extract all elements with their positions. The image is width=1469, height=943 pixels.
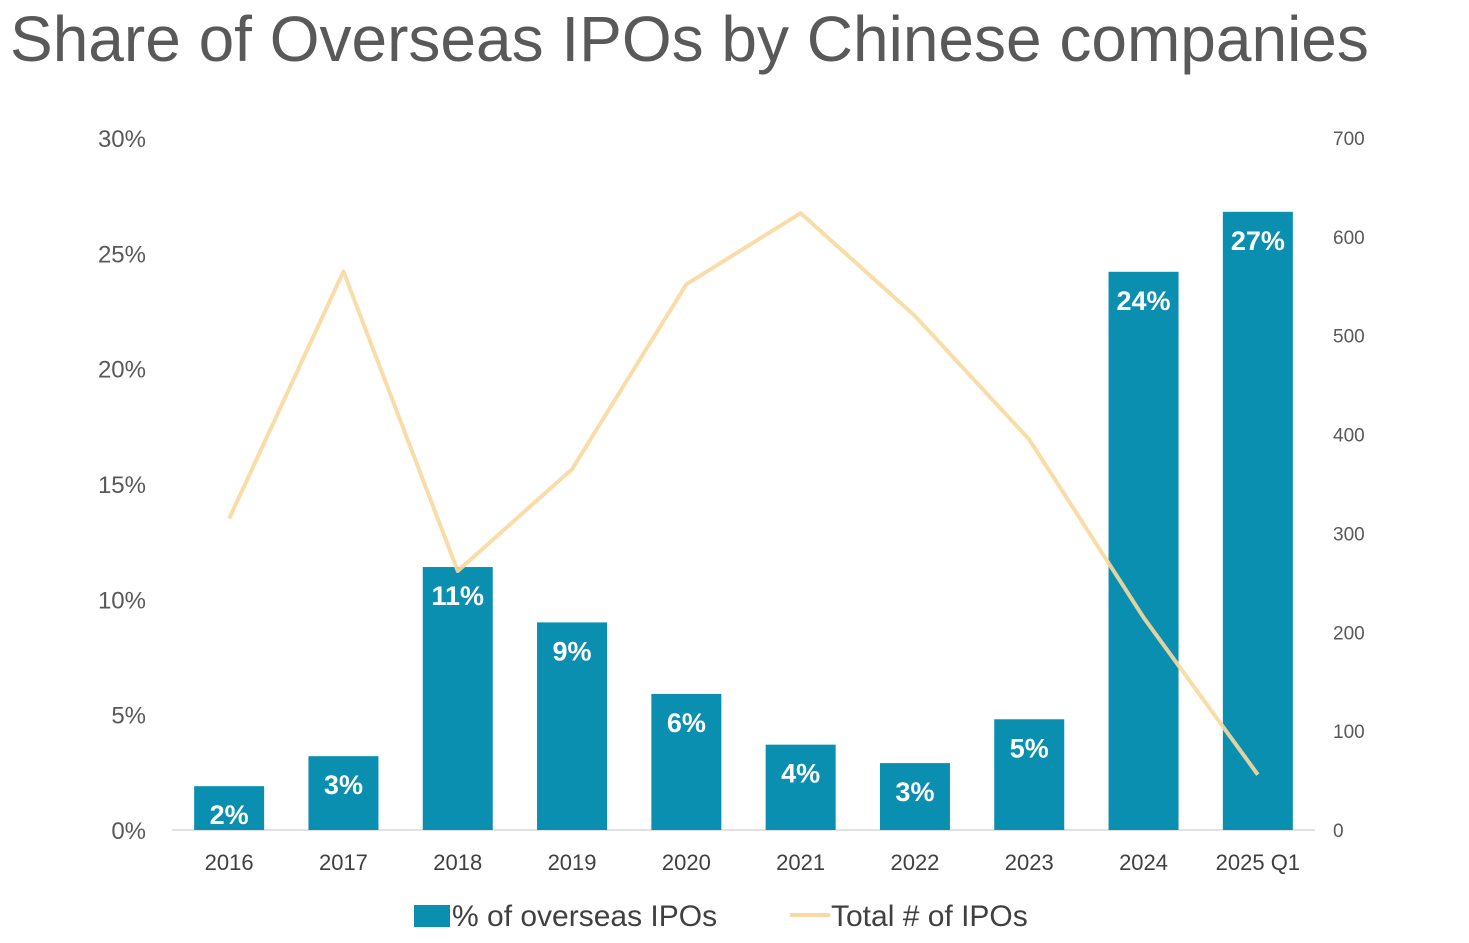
bar-2023 [994, 719, 1065, 830]
left-axis: 0% 5% 10% 15% 20% 25% 30% [98, 126, 146, 845]
bar-data-label: 3% [324, 770, 363, 800]
x-tick-label: 2017 [319, 850, 368, 875]
y-left-tick-label: 10% [98, 587, 146, 614]
y-left-tick-label: 30% [98, 126, 146, 153]
y-right-tick-label: 700 [1333, 129, 1365, 150]
bar-2019 [537, 622, 608, 830]
y-left-tick-label: 0% [111, 818, 146, 845]
bar-data-label: 2% [210, 800, 249, 830]
y-right-tick-label: 400 [1333, 426, 1365, 447]
x-tick-label: 2024 [1119, 850, 1168, 875]
bar-2025-Q1 [1222, 211, 1293, 830]
legend: % of overseas IPOs Total # of IPOs [414, 900, 1028, 933]
y-right-tick-label: 300 [1333, 524, 1365, 545]
bar-data-label: 3% [895, 777, 934, 807]
bar-2021 [765, 744, 836, 830]
bar-data-label: 11% [431, 581, 484, 611]
y-left-tick-label: 15% [98, 472, 146, 499]
x-tick-label: 2020 [662, 850, 711, 875]
y-right-tick-label: 600 [1333, 228, 1365, 249]
bar-data-label: 9% [553, 636, 592, 666]
y-right-tick-label: 0 [1333, 821, 1344, 842]
y-right-tick-label: 500 [1333, 327, 1365, 348]
bar-labels: 2% 3% 11% 9% 6% 4% 3% 5% 24% 27% [210, 226, 1285, 830]
bar-2017 [308, 756, 379, 830]
y-right-tick-label: 200 [1333, 623, 1365, 644]
bar-2018 [422, 567, 493, 830]
total-ipos-line [227, 211, 1260, 776]
x-tick-label: 2021 [776, 850, 825, 875]
chart-title: Share of Overseas IPOs by Chinese compan… [10, 3, 1369, 75]
x-tick-label: 2018 [433, 850, 482, 875]
legend-label-bar: % of overseas IPOs [452, 900, 717, 933]
legend-label-line: Total # of IPOs [831, 900, 1028, 933]
y-left-tick-label: 20% [98, 357, 146, 384]
x-axis: 2016 2017 2018 2019 2020 2021 2022 2023 2024 2025… [205, 850, 1300, 875]
right-axis: 0 100 200 300 400 500 600 700 [1333, 129, 1365, 842]
legend-swatch-bar [414, 905, 450, 927]
bar-data-label: 24% [1117, 286, 1171, 316]
bar-2024 [1108, 271, 1179, 831]
y-right-tick-label: 100 [1333, 722, 1365, 743]
bar-data-label: 6% [667, 708, 706, 738]
x-tick-label: 2022 [890, 850, 939, 875]
bar-data-label: 27% [1231, 226, 1285, 256]
bar-data-label: 4% [781, 759, 820, 789]
bar-2016 [194, 786, 265, 830]
bar-data-label: 5% [1010, 733, 1049, 763]
x-tick-label: 2019 [548, 850, 597, 875]
y-left-tick-label: 5% [111, 703, 146, 730]
x-tick-label: 2023 [1005, 850, 1054, 875]
y-left-tick-label: 25% [98, 241, 146, 268]
line-series [227, 211, 1260, 776]
bar-2022 [879, 763, 950, 830]
bars [194, 211, 1293, 831]
x-tick-label: 2016 [205, 850, 254, 875]
x-tick-label: 2025 Q1 [1216, 850, 1300, 875]
bar-2020 [651, 693, 722, 830]
